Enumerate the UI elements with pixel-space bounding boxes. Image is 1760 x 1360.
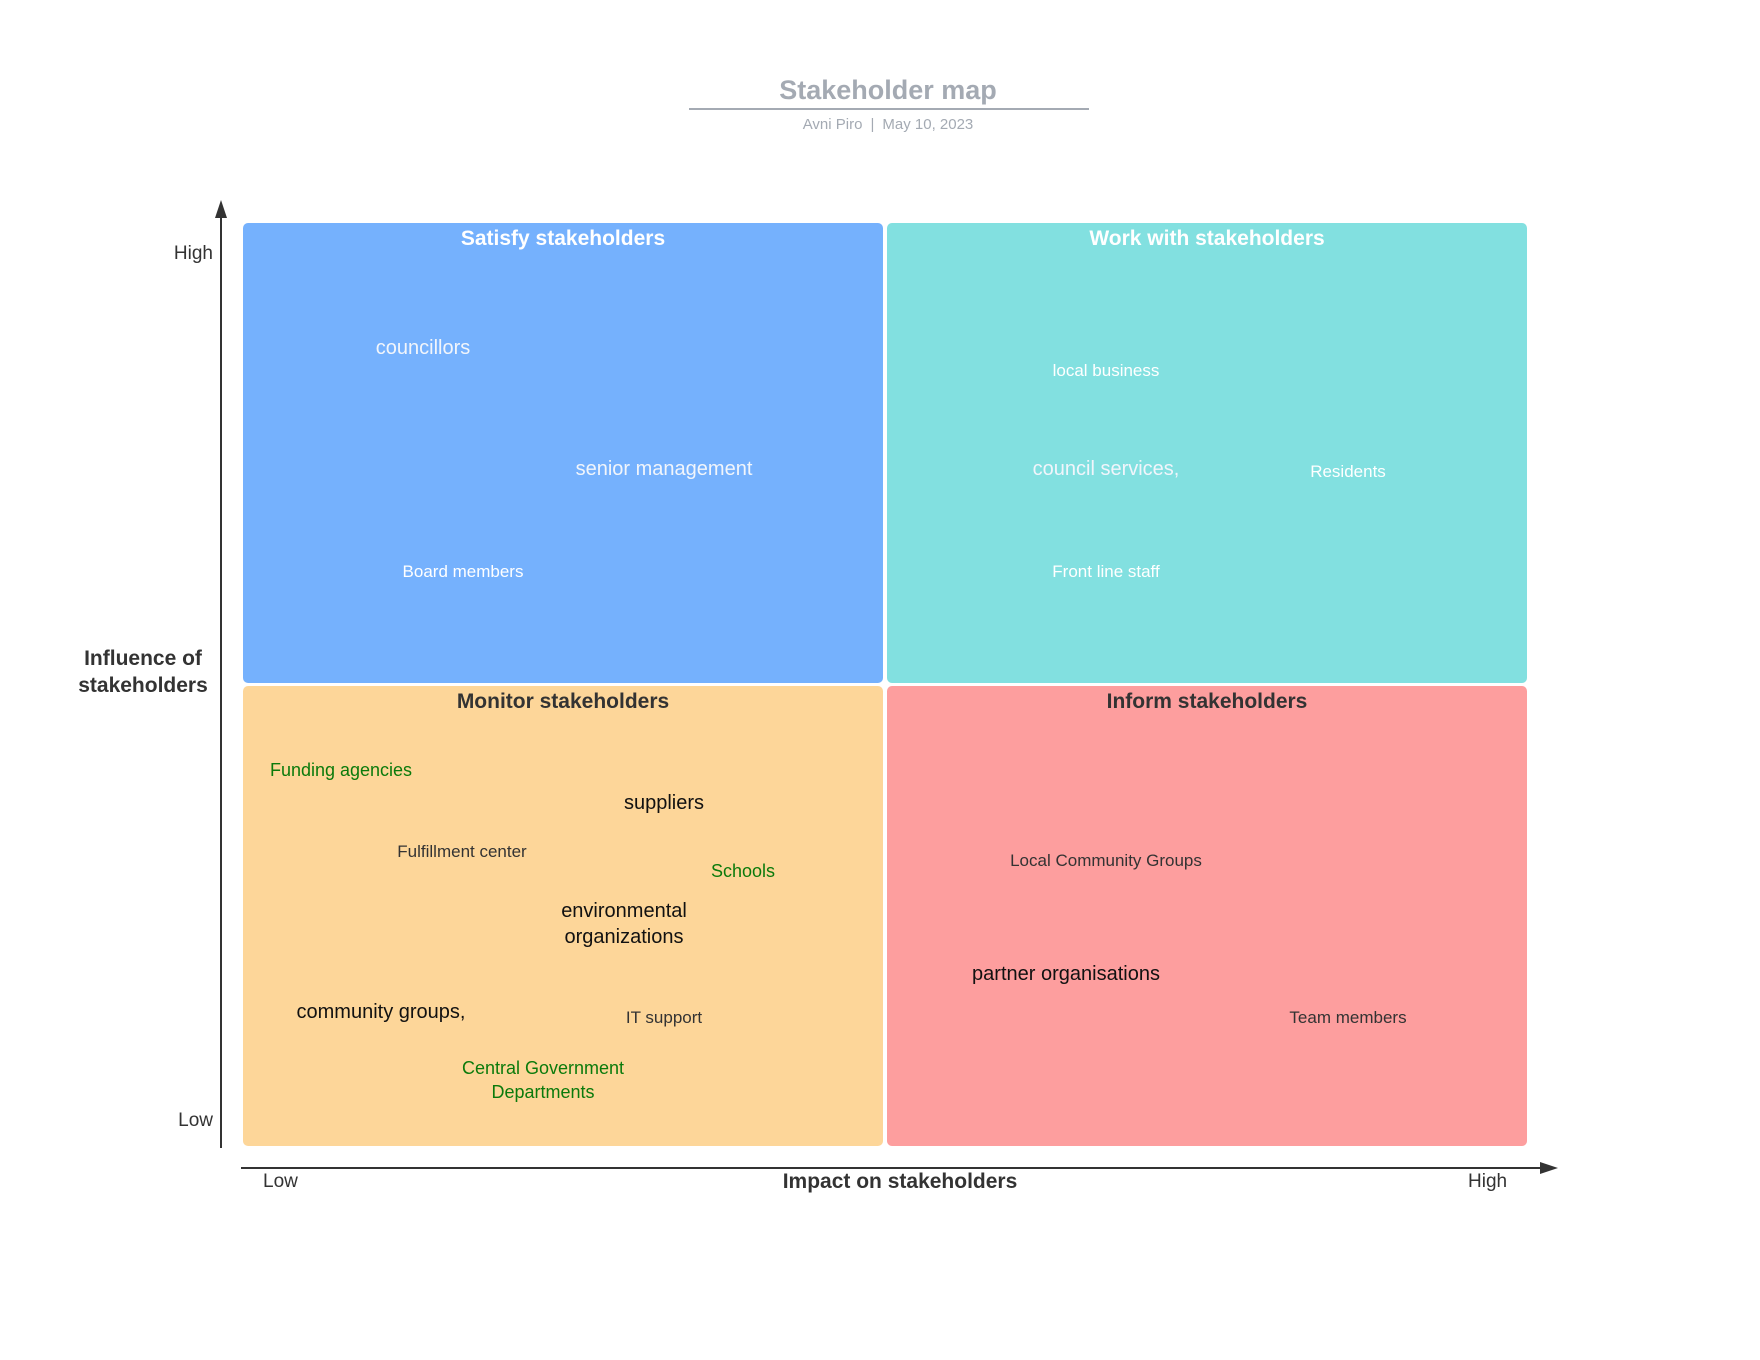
stakeholder-label: council services, xyxy=(1032,458,1180,480)
stakeholder-label: senior management xyxy=(575,458,753,480)
x-axis-low-label: Low xyxy=(263,1171,298,1192)
date-label: May 10, 2023 xyxy=(882,116,974,133)
stakeholder-label: Residents xyxy=(1310,462,1386,481)
author-name: Avni Piro xyxy=(802,116,863,133)
stakeholder-label: IT support xyxy=(625,1008,703,1027)
y-axis-low-label: Low xyxy=(178,1110,213,1131)
quadrant-title: Satisfy stakeholders xyxy=(460,227,666,250)
y-axis-title: Influence of stakeholders xyxy=(78,647,208,697)
stakeholder-label: Front line staff xyxy=(1052,562,1160,581)
quadrant-satisfy: Satisfy stakeholders councillors senior … xyxy=(243,223,883,683)
stakeholder-label: Schools xyxy=(710,861,776,881)
y-axis-high-label: High xyxy=(173,243,213,264)
stakeholder-label: partner organisations xyxy=(972,963,1160,985)
y-axis-arrow xyxy=(215,200,227,218)
stakeholder-label: Fulfillment center xyxy=(397,842,527,861)
title-underline xyxy=(689,108,1089,110)
stakeholder-label: suppliers xyxy=(623,792,705,814)
quadrant-inform: Inform stakeholders Local Community Grou… xyxy=(887,686,1527,1146)
subtitle-separator: | xyxy=(870,116,875,133)
x-axis-arrow xyxy=(1540,1162,1558,1174)
subtitle: Avni Piro | May 10, 2023 xyxy=(0,116,1760,133)
quadrant-work-with: Work with stakeholders local business co… xyxy=(887,223,1527,683)
x-axis-title: Impact on stakeholders xyxy=(782,1170,1018,1193)
stakeholder-label: councillors xyxy=(375,337,471,359)
stakeholder-label: Funding agencies xyxy=(269,760,413,780)
stakeholder-label: local business xyxy=(1052,361,1160,380)
stakeholder-label: Board members xyxy=(402,562,524,581)
stakeholder-label: environmental organizations xyxy=(561,900,687,948)
stakeholder-label: Central Government Departments xyxy=(461,1058,625,1102)
page-title: Stakeholder map xyxy=(779,75,997,105)
stakeholder-label: Team members xyxy=(1289,1008,1407,1027)
quadrant-title: Work with stakeholders xyxy=(1089,227,1325,250)
quadrant-title: Inform stakeholders xyxy=(1106,690,1308,713)
stakeholder-label: community groups, xyxy=(296,1001,466,1023)
stakeholder-label: Local Community Groups xyxy=(1010,851,1202,870)
quadrant-title: Monitor stakeholders xyxy=(456,690,670,713)
x-axis-high-label: High xyxy=(1468,1171,1508,1192)
quadrant-monitor: Monitor stakeholders Funding agencies su… xyxy=(243,686,883,1146)
